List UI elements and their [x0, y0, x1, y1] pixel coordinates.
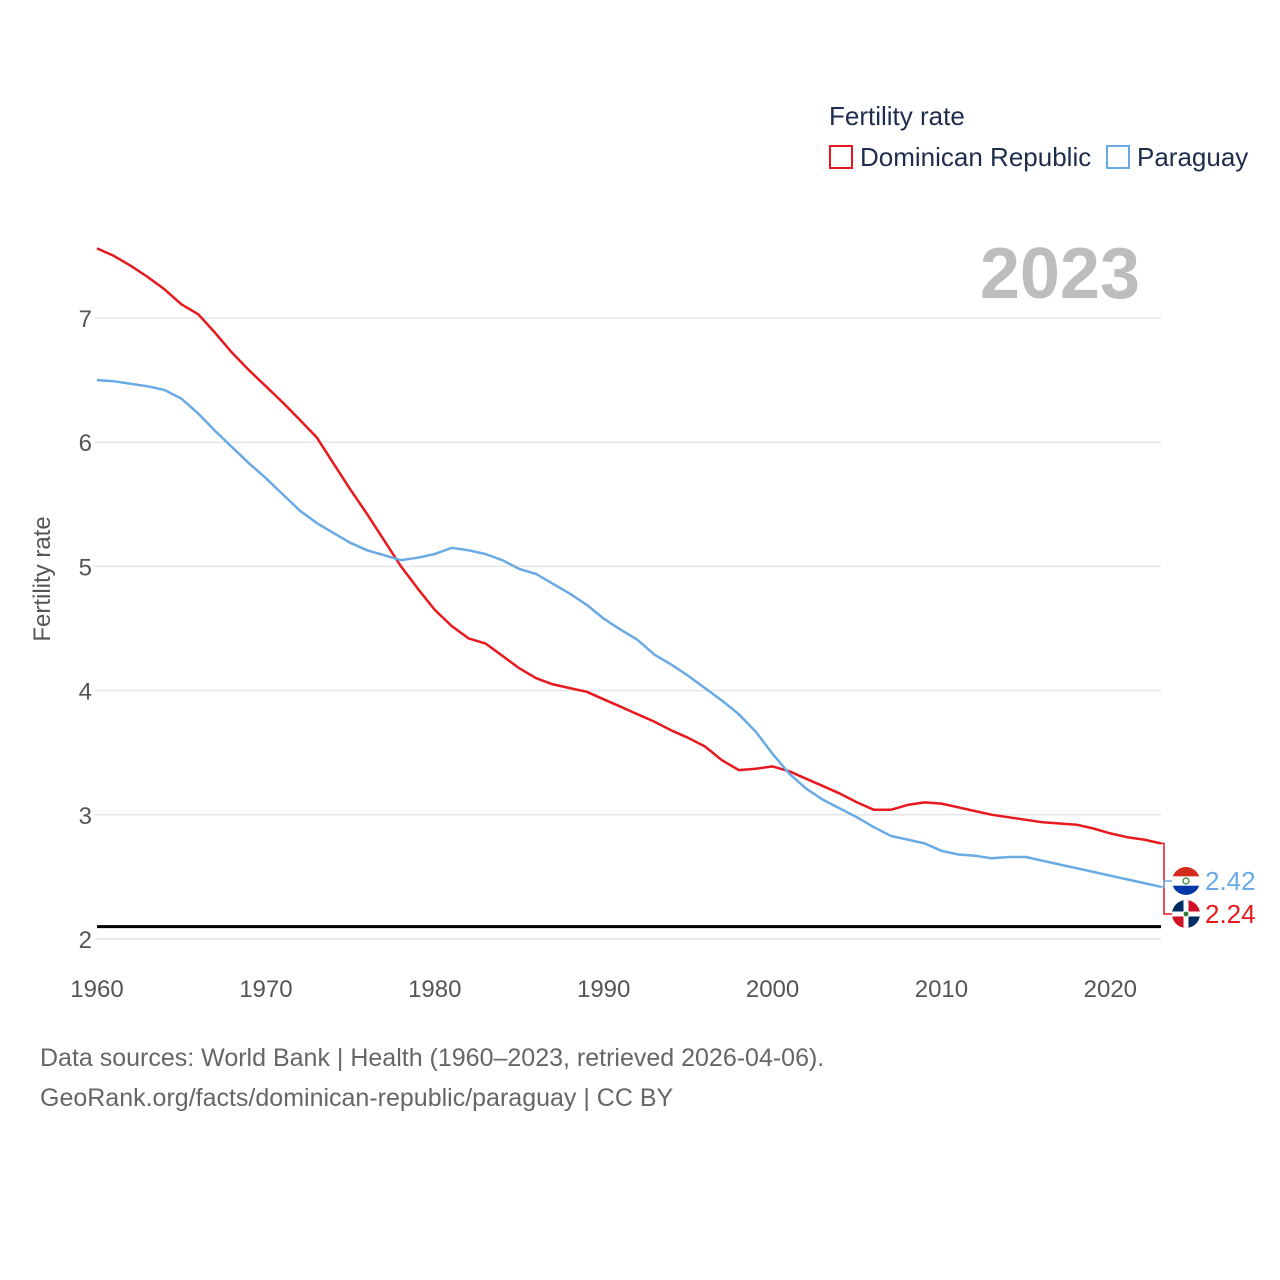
x-tick-label: 1960	[70, 976, 123, 1003]
end-label-connector-paraguay	[1161, 880, 1172, 888]
end-label-connector-dominican-republic	[1161, 842, 1172, 915]
legend-swatch-dominican-republic[interactable]	[829, 145, 853, 169]
x-tick-label: 2010	[915, 976, 968, 1003]
series-line-paraguay[interactable]	[96, 378, 1162, 889]
y-tick-labels: 2 3 4 5 6 7	[79, 306, 92, 954]
legend: Fertility rate Dominican Republic Paragu…	[829, 101, 1248, 172]
legend-title: Fertility rate	[829, 101, 965, 131]
legend-swatch-paraguay[interactable]	[1106, 145, 1130, 169]
footer-source: Data sources: World Bank | Health (1960–…	[40, 1044, 825, 1072]
legend-label-paraguay[interactable]: Paraguay	[1137, 142, 1248, 172]
end-labels: 2.242.42	[1161, 842, 1256, 929]
y-tick-label: 2	[79, 927, 92, 954]
x-tick-label: 2020	[1084, 976, 1137, 1003]
x-tick-label: 1990	[577, 976, 630, 1003]
footer-credit[interactable]: GeoRank.org/facts/dominican-republic/par…	[40, 1084, 674, 1112]
paraguay-flag-icon	[1172, 867, 1200, 895]
y-tick-label: 3	[79, 803, 92, 830]
y-tick-label: 5	[79, 554, 92, 581]
legend-label-dominican-republic[interactable]: Dominican Republic	[860, 142, 1091, 172]
x-tick-label: 1970	[239, 976, 292, 1003]
x-tick-labels: 1960 1970 1980 1990 2000 2010 2020	[70, 976, 1137, 1003]
x-tick-label: 2000	[746, 976, 799, 1003]
grid-lines	[95, 317, 1161, 940]
end-label-dominican-republic: 2.24	[1205, 899, 1256, 929]
y-axis-title: Fertility rate	[29, 516, 56, 641]
y-tick-label: 4	[79, 679, 92, 706]
x-tick-label: 1980	[408, 976, 461, 1003]
dominican-republic-flag-icon	[1172, 900, 1200, 928]
end-label-paraguay: 2.42	[1205, 866, 1256, 896]
series-line-dominican-republic[interactable]	[96, 247, 1162, 845]
y-tick-label: 7	[79, 306, 92, 333]
y-tick-label: 6	[79, 430, 92, 457]
year-label: 2023	[980, 234, 1140, 314]
series-lines	[96, 247, 1162, 889]
